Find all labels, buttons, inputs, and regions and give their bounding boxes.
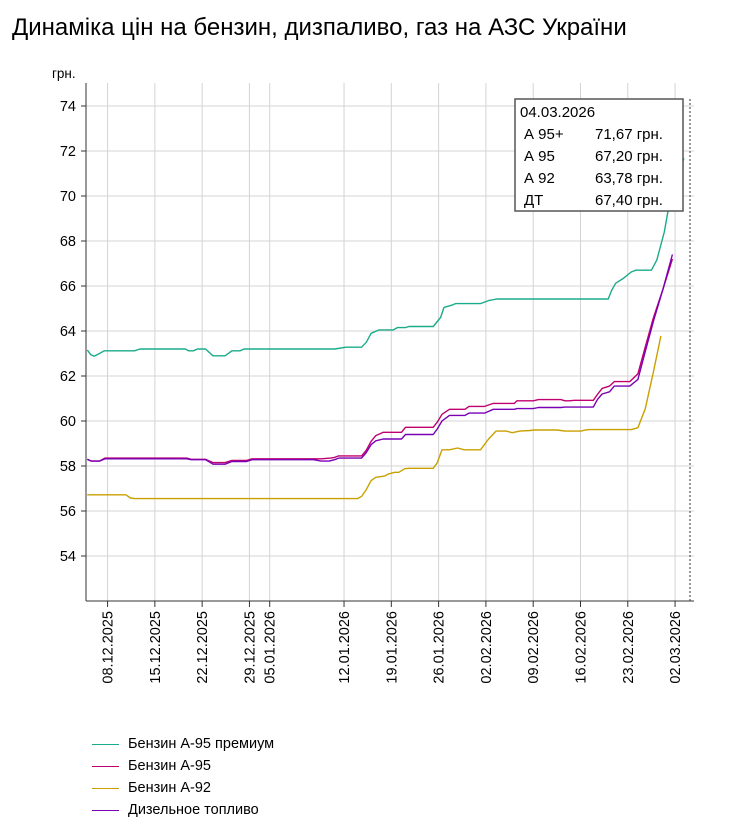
x-tick-label: 29.12.2025 (242, 611, 258, 684)
legend-label: Бензин А-95 премиум (128, 736, 275, 752)
x-tick-label: 16.02.2026 (573, 611, 589, 684)
x-axis-ticks: 08.12.2025 15.12.2025 22.12.2025 29.12.2025… (101, 601, 684, 684)
legend-label: Бензин А-95 (128, 758, 211, 774)
series-line-0 (86, 158, 685, 357)
y-tick-label: 60 (60, 414, 76, 430)
tooltip-row-label: А 95 (524, 148, 555, 165)
x-tick-label: 02.03.2026 (668, 611, 684, 684)
tooltip-row-value: 71,67 грн. (595, 126, 663, 143)
legend: Бензин А-95 премиум Бензин А-95 Бензин А… (92, 733, 274, 821)
chart-title: Динаміка цін на бензин, дизпаливо, газ н… (12, 14, 627, 41)
tooltip-row-label: А 92 (524, 170, 555, 187)
legend-item-a95-premium[interactable]: Бензин А-95 премиум (92, 733, 274, 755)
y-tick-label: 66 (60, 279, 76, 295)
tooltip-box (514, 98, 684, 212)
series-line-1 (87, 258, 674, 464)
legend-swatch (92, 787, 119, 789)
y-tick-label: 56 (60, 504, 76, 520)
x-tick-label: 22.12.2025 (195, 611, 211, 684)
x-tick-label: 15.12.2025 (148, 611, 164, 684)
legend-item-diesel[interactable]: Дизельное топливо (92, 799, 274, 821)
x-tick-label: 08.12.2025 (101, 611, 117, 684)
y-tick-label: 70 (60, 189, 76, 205)
tooltip-row-value: 63,78 грн. (595, 170, 663, 187)
legend-label: Дизельное топливо (128, 802, 259, 818)
x-tick-label: 19.01.2026 (384, 611, 400, 684)
tooltip-row-value: 67,20 грн. (595, 148, 663, 165)
x-tick-label: 12.01.2026 (337, 611, 353, 684)
y-tick-label: 72 (60, 144, 76, 160)
tooltip-row-label: ДТ (524, 192, 543, 209)
tooltip-row-value: 67,40 грн. (595, 192, 663, 209)
y-tick-label: 62 (60, 369, 76, 385)
tooltip-row-label: А 95+ (524, 126, 564, 143)
legend-swatch (92, 765, 119, 767)
x-tick-label: 09.02.2026 (526, 611, 542, 684)
axes (85, 83, 694, 602)
x-tick-label: 23.02.2026 (621, 611, 637, 684)
y-tick-label: 64 (60, 324, 76, 340)
y-tick-label: 58 (60, 459, 76, 475)
hover-tooltip: 04.03.2026 А 95+ 71,67 грн. А 95 67,20 г… (514, 98, 684, 212)
x-tick-label: 02.02.2026 (479, 611, 495, 684)
y-axis-unit-label: грн. (52, 66, 76, 81)
series-lines (86, 158, 685, 500)
series-line-2 (87, 335, 662, 500)
legend-label: Бензин А-92 (128, 780, 211, 796)
legend-swatch (92, 743, 119, 745)
tooltip-date: 04.03.2026 (520, 104, 595, 121)
series-line-3 (87, 254, 674, 465)
legend-item-a95[interactable]: Бензин А-95 (92, 755, 274, 777)
y-axis-ticks: 54 56 58 60 62 64 66 68 70 72 74 (60, 99, 86, 565)
legend-swatch (92, 809, 119, 811)
legend-item-a92[interactable]: Бензин А-92 (92, 777, 274, 799)
y-tick-label: 68 (60, 234, 76, 250)
y-tick-label: 54 (60, 549, 76, 565)
x-tick-label: 26.01.2026 (432, 611, 448, 684)
y-tick-label: 74 (60, 99, 76, 115)
x-tick-label: 05.01.2026 (263, 611, 279, 684)
